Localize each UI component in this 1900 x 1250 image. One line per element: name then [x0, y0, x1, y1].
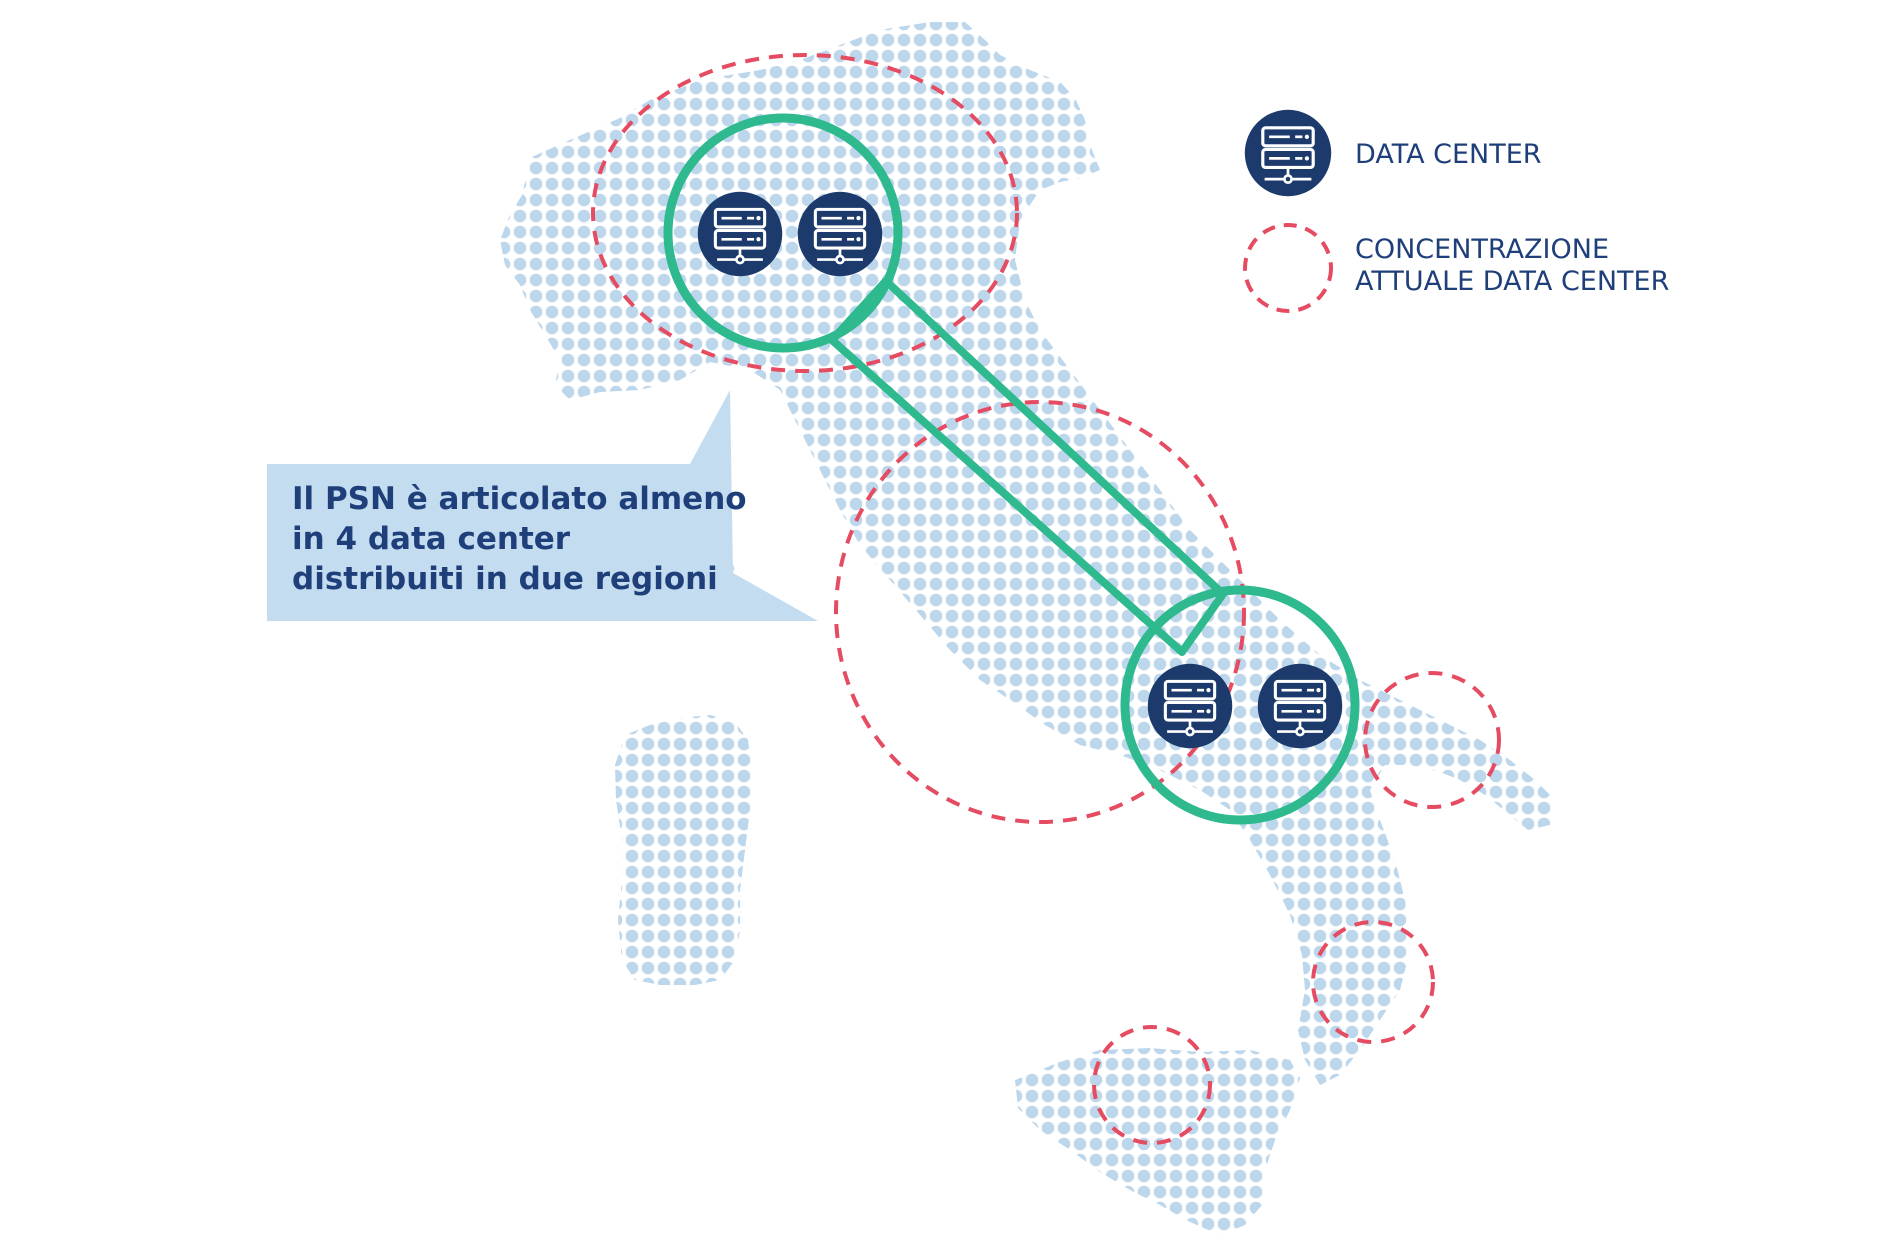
server-rack-icon	[1256, 662, 1344, 750]
region-circle-north	[663, 113, 903, 353]
concentration-zone-sicily	[1092, 1025, 1212, 1145]
server-rack-icon	[796, 190, 884, 278]
mainland-italy	[500, 22, 1555, 1085]
server-rack-icon	[1243, 108, 1333, 198]
concentration-zone-north	[591, 53, 1019, 373]
concentration-zone-puglia	[1363, 671, 1501, 809]
region-circle-south	[1120, 585, 1360, 825]
legend-concentration-line-1: CONCENTRAZIONE	[1355, 234, 1609, 265]
callout-background	[267, 390, 818, 621]
concentration-zone-center	[834, 400, 1246, 824]
callout: Il PSN è articolato almeno in 4 data cen…	[267, 390, 818, 621]
sardinia	[615, 715, 752, 985]
legend: DATA CENTER CONCENTRAZIONE ATTUALE DATA …	[1243, 108, 1669, 313]
concentration-zones	[591, 53, 1501, 1145]
server-rack-icon	[696, 190, 784, 278]
callout-line-3: distribuiti in due regioni	[292, 561, 718, 597]
legend-data-center-label: DATA CENTER	[1355, 139, 1542, 170]
italy-landmass	[500, 22, 1555, 1235]
psn-connection	[663, 113, 1360, 825]
callout-line-1: Il PSN è articolato almeno	[292, 481, 747, 517]
server-rack-icon	[1146, 662, 1234, 750]
dashed-circle-icon	[1243, 223, 1333, 313]
connection-band	[828, 277, 1227, 656]
concentration-zone-calabria	[1311, 920, 1435, 1044]
callout-line-2: in 4 data center	[292, 521, 571, 557]
legend-concentration-line-2: ATTUALE DATA CENTER	[1355, 266, 1669, 297]
